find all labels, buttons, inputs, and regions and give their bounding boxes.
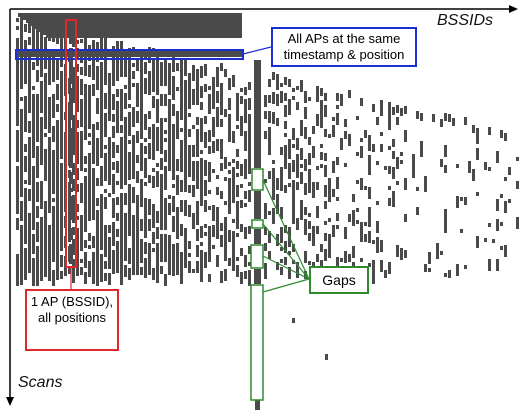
- single-ap-callout: 1 AP (BSSID), all positions: [25, 289, 119, 351]
- gap-box-4: [250, 284, 264, 401]
- blue-connector: [242, 46, 272, 55]
- same-timestamp-callout: All APs at the same timestamp & position: [271, 27, 417, 67]
- gap-box-3: [250, 244, 264, 269]
- gap-box-2: [251, 219, 264, 229]
- same-timestamp-highlight: [15, 49, 244, 60]
- gaps-callout: Gaps: [309, 266, 369, 294]
- gap-box-1: [251, 168, 264, 191]
- x-axis-label: BSSIDs: [437, 12, 494, 29]
- y-axis-arrow: [6, 397, 14, 406]
- green-connectors: [262, 179, 310, 293]
- x-axis-arrow: [509, 5, 518, 13]
- y-axis-label: Scans: [18, 374, 63, 391]
